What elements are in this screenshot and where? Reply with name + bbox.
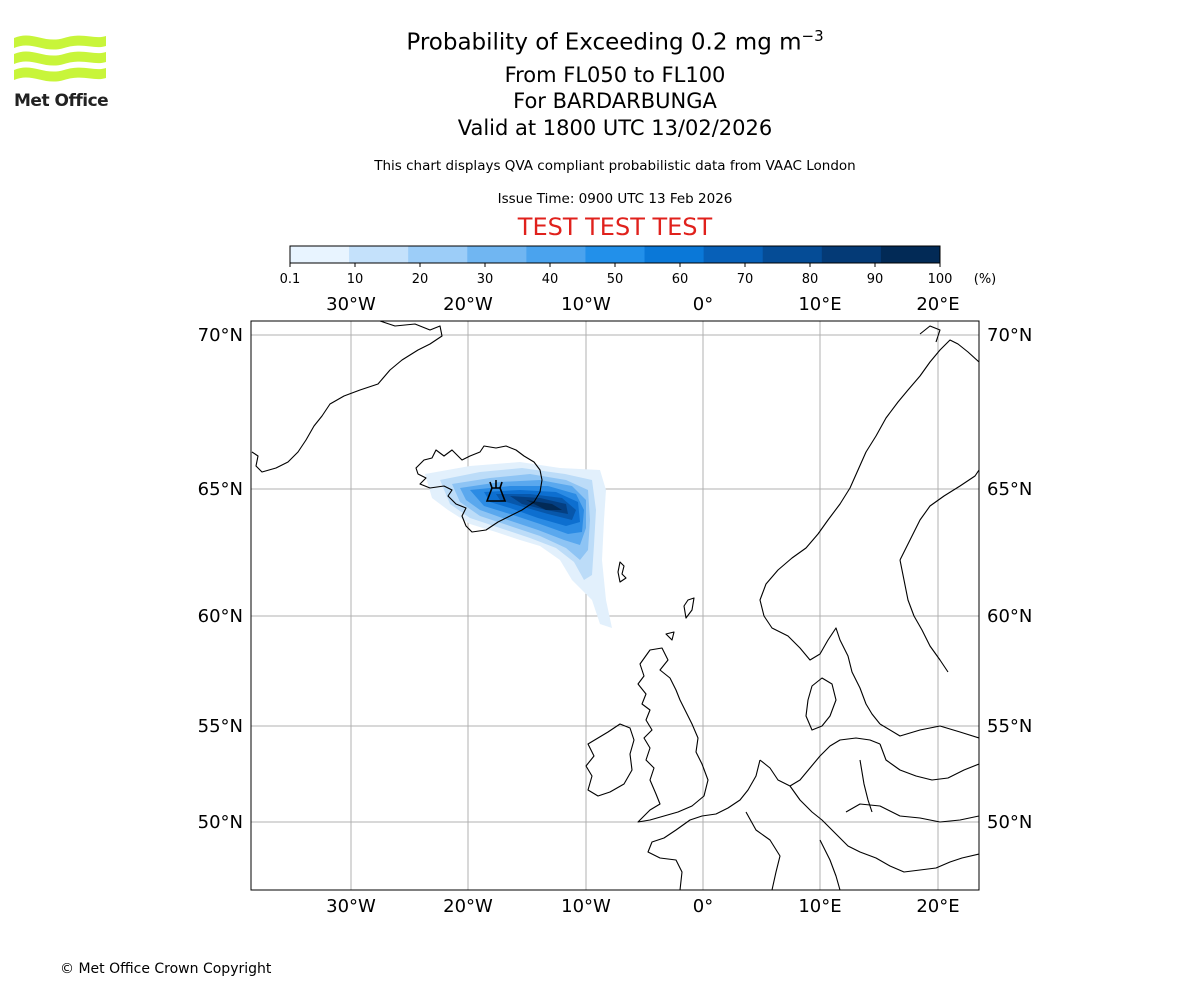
level-range: From FL050 to FL100 xyxy=(504,63,726,87)
lat-label-right: 65°N xyxy=(987,479,1032,500)
colorbar-tick-label: 20 xyxy=(412,272,429,287)
lat-label-left: 65°N xyxy=(198,479,243,500)
lat-label-left: 60°N xyxy=(198,606,243,627)
colorbar-swatch xyxy=(526,246,586,263)
lat-label-left: 55°N xyxy=(198,716,243,737)
issue-time: Issue Time: 0900 UTC 13 Feb 2026 xyxy=(497,191,733,207)
lon-label-top: 10°E xyxy=(798,294,841,315)
lon-label-top: 30°W xyxy=(326,294,376,315)
colorbar-tick-label: 70 xyxy=(737,272,754,287)
coastlines xyxy=(251,321,979,890)
lon-label-top: 20°W xyxy=(443,294,493,315)
lat-label-left: 70°N xyxy=(198,325,243,346)
logo-text: Met Office xyxy=(14,91,109,111)
colorbar-tick-label: 0.1 xyxy=(280,272,301,287)
colorbar-swatch xyxy=(880,246,941,263)
lat-label-right: 60°N xyxy=(987,606,1032,627)
colorbar-tick-label: 30 xyxy=(477,272,494,287)
lon-label-bottom: 10°E xyxy=(798,896,841,917)
colorbar-swatch xyxy=(467,246,527,263)
colorbar-tick-label: 60 xyxy=(672,272,689,287)
volcano-name: For BARDARBUNGA xyxy=(513,89,717,113)
colorbar-tick-label: 90 xyxy=(867,272,884,287)
disclaimer: This chart displays QVA compliant probab… xyxy=(374,158,856,174)
colorbar-swatch xyxy=(644,246,705,263)
colorbar-unit: (%) xyxy=(974,272,997,287)
colorbar-swatch xyxy=(703,246,764,263)
lon-label-bottom: 0° xyxy=(693,896,713,917)
lat-label-right: 50°N xyxy=(987,812,1032,833)
colorbar: 0.1 10 20 30 40 50 60 70 80 90 100 (%) xyxy=(280,245,997,287)
colorbar-swatch xyxy=(821,246,882,263)
lon-label-bottom: 10°W xyxy=(561,896,611,917)
volcano-icon xyxy=(485,480,507,502)
lon-label-bottom: 20°E xyxy=(916,896,959,917)
colorbar-swatch xyxy=(408,246,468,263)
colorbar-tick-label: 50 xyxy=(607,272,624,287)
colorbar-swatch xyxy=(762,246,823,263)
colorbar-swatch xyxy=(349,246,409,263)
colorbar-tick-label: 100 xyxy=(928,272,953,287)
chart-title: Probability of Exceeding 0.2 mg m−3 xyxy=(406,27,824,56)
copyright: © Met Office Crown Copyright xyxy=(60,961,272,977)
probability-plume xyxy=(425,462,612,628)
graticule xyxy=(251,321,979,890)
colorbar-tick-label: 80 xyxy=(802,272,819,287)
valid-time: Valid at 1800 UTC 13/02/2026 xyxy=(457,116,773,140)
lat-label-right: 70°N xyxy=(987,325,1032,346)
lon-label-bottom: 30°W xyxy=(326,896,376,917)
colorbar-swatch xyxy=(585,246,646,263)
lat-label-left: 50°N xyxy=(198,812,243,833)
lat-label-right: 55°N xyxy=(987,716,1032,737)
lon-label-top: 0° xyxy=(693,294,713,315)
lon-label-top: 20°E xyxy=(916,294,959,315)
colorbar-swatch xyxy=(290,246,350,263)
lon-label-top: 10°W xyxy=(561,294,611,315)
colorbar-tick-label: 40 xyxy=(542,272,559,287)
colorbar-tick-label: 10 xyxy=(347,272,364,287)
test-banner: TEST TEST TEST xyxy=(517,213,713,241)
lon-label-bottom: 20°W xyxy=(443,896,493,917)
met-office-logo-icon xyxy=(14,35,106,82)
